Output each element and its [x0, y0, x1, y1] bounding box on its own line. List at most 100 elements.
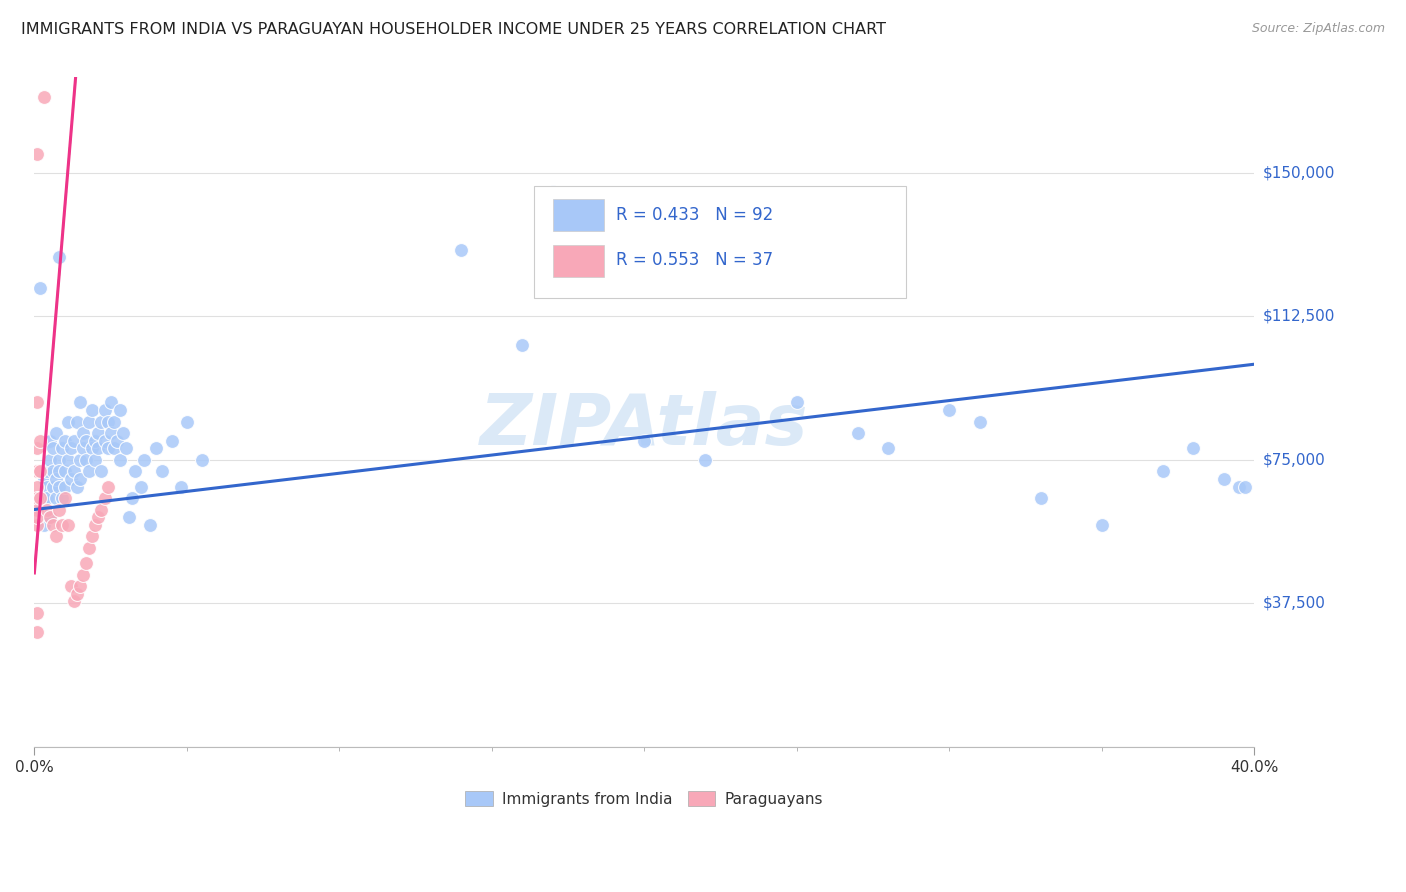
Point	[53, 464, 76, 478]
Point	[27, 395, 49, 409]
Text: $150,000: $150,000	[1263, 166, 1334, 180]
Point	[118, 510, 141, 524]
Text: $112,500: $112,500	[1263, 309, 1334, 324]
Point	[45, 472, 67, 486]
Point	[38, 453, 60, 467]
Point	[72, 426, 94, 441]
Point	[35, 502, 58, 516]
Point	[41, 517, 63, 532]
Point	[30, 281, 52, 295]
Point	[27, 606, 49, 620]
Point	[846, 426, 869, 441]
Point	[84, 434, 107, 448]
Point	[96, 415, 118, 429]
Point	[45, 491, 67, 505]
Point	[56, 517, 79, 532]
Point	[27, 147, 49, 161]
Point	[69, 579, 91, 593]
Point	[27, 624, 49, 639]
Point	[938, 403, 960, 417]
Point	[32, 89, 55, 103]
Point	[35, 480, 58, 494]
Point	[72, 567, 94, 582]
Point	[75, 453, 97, 467]
Point	[82, 442, 104, 456]
Point	[75, 434, 97, 448]
Point	[38, 510, 60, 524]
Point	[30, 502, 52, 516]
Point	[450, 243, 472, 257]
Point	[35, 32, 58, 46]
Point	[191, 453, 214, 467]
Point	[48, 453, 70, 467]
Point	[41, 464, 63, 478]
Point	[38, 510, 60, 524]
Point	[59, 579, 82, 593]
Point	[129, 480, 152, 494]
Point	[510, 338, 533, 352]
Point	[51, 491, 73, 505]
Text: R = 0.433   N = 92: R = 0.433 N = 92	[616, 206, 773, 224]
Point	[27, 517, 49, 532]
Point	[59, 472, 82, 486]
Point	[124, 464, 146, 478]
Text: $37,500: $37,500	[1263, 596, 1326, 611]
Point	[105, 434, 128, 448]
Point	[48, 480, 70, 494]
Point	[969, 415, 991, 429]
Point	[48, 464, 70, 478]
Point	[1182, 442, 1205, 456]
Point	[786, 395, 808, 409]
Point	[63, 434, 86, 448]
Point	[160, 434, 183, 448]
Point	[176, 415, 198, 429]
Point	[53, 434, 76, 448]
Point	[84, 453, 107, 467]
Point	[152, 464, 174, 478]
Point	[115, 442, 138, 456]
Point	[35, 491, 58, 505]
Point	[41, 480, 63, 494]
Point	[69, 453, 91, 467]
Point	[1233, 480, 1256, 494]
Point	[108, 453, 131, 467]
Point	[93, 434, 115, 448]
Point	[32, 472, 55, 486]
Text: R = 0.553   N = 37: R = 0.553 N = 37	[616, 252, 773, 269]
Point	[66, 480, 89, 494]
Bar	[553, 199, 605, 231]
Point	[56, 415, 79, 429]
Point	[75, 556, 97, 570]
Point	[145, 442, 167, 456]
Point	[27, 491, 49, 505]
Point	[100, 395, 122, 409]
Point	[603, 261, 626, 276]
Point	[56, 453, 79, 467]
Point	[32, 517, 55, 532]
FancyBboxPatch shape	[534, 186, 907, 298]
Point	[32, 491, 55, 505]
Point	[1029, 491, 1052, 505]
Point	[35, 464, 58, 478]
Point	[69, 472, 91, 486]
Point	[139, 517, 162, 532]
Text: $75,000: $75,000	[1263, 452, 1324, 467]
Point	[170, 480, 193, 494]
Point	[111, 426, 134, 441]
Point	[84, 517, 107, 532]
Point	[38, 434, 60, 448]
Point	[100, 426, 122, 441]
Point	[1227, 480, 1250, 494]
Legend: Immigrants from India, Paraguayans: Immigrants from India, Paraguayans	[460, 784, 830, 813]
Point	[72, 442, 94, 456]
Point	[121, 491, 143, 505]
Point	[45, 426, 67, 441]
Point	[90, 415, 112, 429]
Point	[633, 434, 655, 448]
Point	[90, 464, 112, 478]
Point	[48, 502, 70, 516]
Point	[93, 491, 115, 505]
Point	[63, 464, 86, 478]
Point	[103, 442, 125, 456]
Point	[87, 426, 110, 441]
